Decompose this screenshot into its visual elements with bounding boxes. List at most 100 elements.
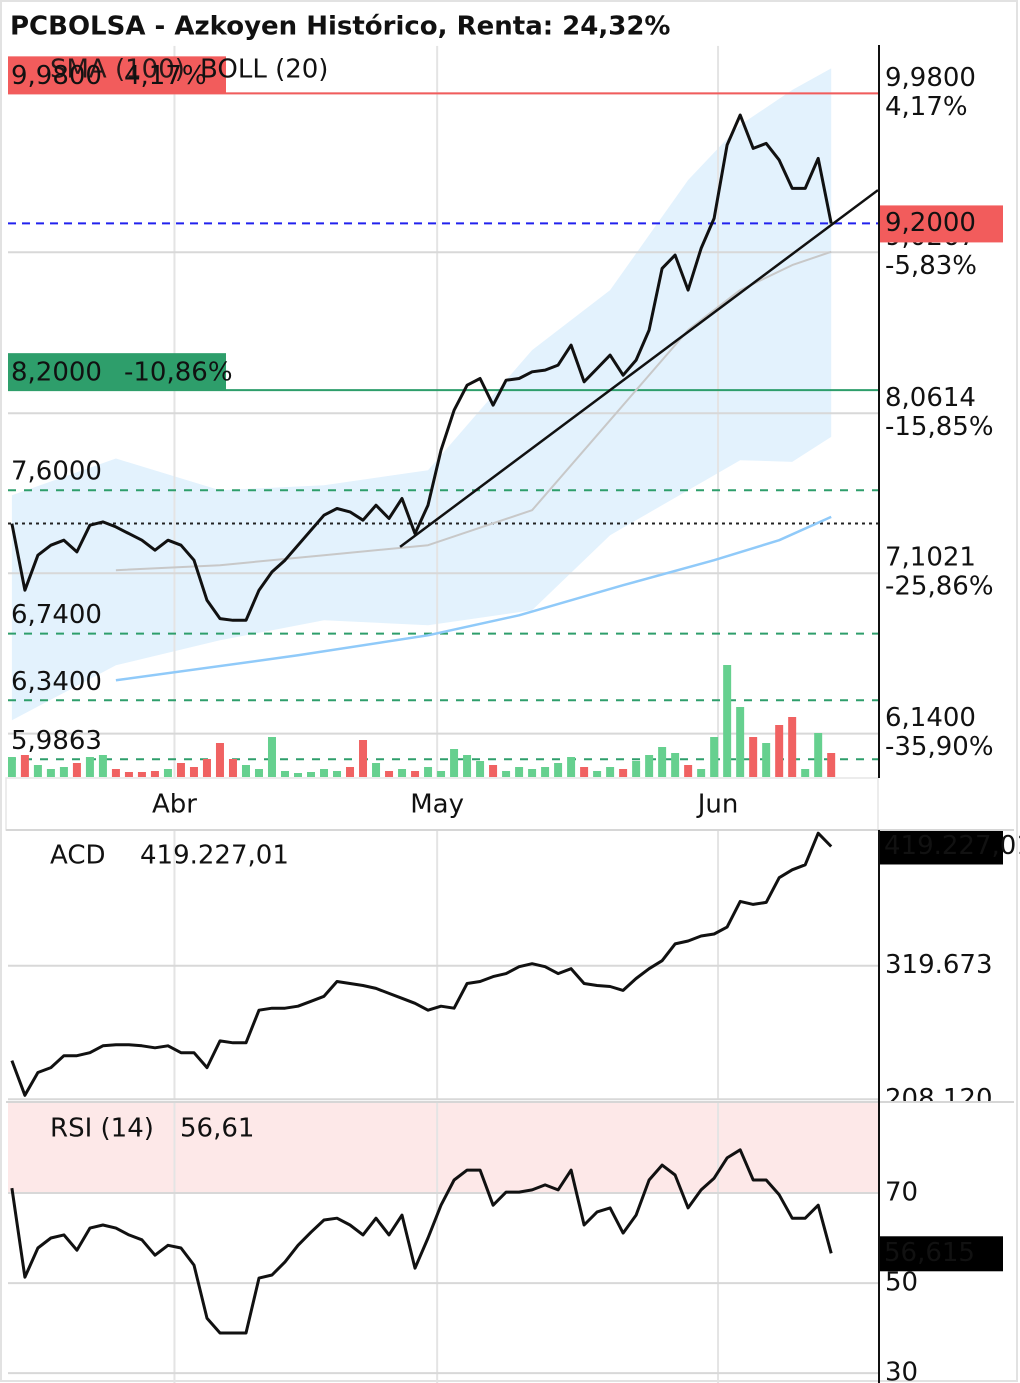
volume-bar — [411, 771, 420, 777]
volume-bar — [228, 759, 237, 777]
y-tick-label: 208.120 — [885, 1084, 993, 1114]
chart-title: PCBOLSA - Azkoyen Histórico, Renta: 24,3… — [10, 12, 670, 42]
volume-bar — [489, 765, 498, 777]
volume-bar — [320, 769, 329, 777]
level-label: 5,9863 — [11, 726, 102, 756]
value-tag-box — [880, 830, 1003, 865]
volume-bar — [606, 767, 615, 777]
volume-bar — [59, 767, 68, 777]
volume-bar — [85, 757, 94, 777]
boll-middle-line — [115, 250, 832, 572]
volume-bar — [814, 733, 823, 777]
price-line — [10, 113, 833, 622]
value-tag-label: 419.227,01 — [884, 831, 1020, 861]
volume-bar — [580, 767, 589, 777]
overbought-band — [8, 1103, 878, 1194]
volume-bar — [307, 772, 316, 777]
volume-bar — [124, 772, 133, 777]
volume-bar — [697, 769, 706, 777]
y-tick-label: 319.673 — [885, 950, 993, 980]
x-axis: Abr May Jun — [152, 790, 738, 820]
volume-bar — [671, 753, 680, 777]
volume-bar — [333, 771, 342, 777]
volume-bar — [46, 769, 55, 777]
volume-bar — [424, 767, 433, 777]
volume-bar — [280, 771, 289, 777]
level-label: 9,9800 — [11, 61, 102, 91]
volume-bar — [567, 757, 576, 777]
level-label: 6,7400 — [11, 600, 102, 630]
y-tick-change: -5,83% — [885, 251, 977, 281]
last-price-label: 9,2000 — [885, 208, 976, 238]
level-label: 8,2000 — [11, 358, 102, 388]
indicator-name: ACD — [50, 841, 106, 871]
volume-bar — [359, 740, 368, 777]
trend-line — [399, 189, 878, 548]
volume-bar — [72, 763, 81, 777]
volume-bar — [645, 755, 654, 777]
value-tag-label: 56,615 — [884, 1238, 975, 1268]
y-tick-change: -25,86% — [885, 572, 994, 602]
volume-bar — [372, 763, 381, 777]
level-change: 4,17% — [124, 61, 207, 91]
rsi-plot — [8, 1103, 878, 1383]
x-tick-label: Jun — [696, 790, 739, 820]
volume-bar — [736, 707, 745, 777]
volume-bar — [150, 771, 159, 777]
sma-line — [115, 515, 832, 682]
volume-bar — [749, 737, 758, 777]
volume-bar — [241, 765, 250, 777]
volume-bar — [515, 767, 524, 777]
bollinger-band — [11, 68, 832, 721]
level-change: -10,86% — [124, 358, 233, 388]
title-bg — [8, 6, 878, 46]
legend-item: BOLL (20) — [200, 55, 328, 85]
volume-bar — [176, 763, 185, 777]
indicator-line — [10, 831, 833, 1097]
volume-bar — [437, 771, 446, 777]
volume-bar — [684, 765, 693, 777]
volume-bar — [20, 755, 29, 777]
y-tick-label: 6,1400 — [885, 703, 976, 733]
acd-plot — [8, 830, 878, 1101]
y-tick-change: -15,85% — [885, 412, 994, 442]
volume-bar — [788, 717, 797, 777]
rsi-overlay: RSI (14) 56,61 70 50 30 56,615 — [50, 1114, 1003, 1383]
volume-bar — [254, 769, 263, 777]
volume-bar — [346, 767, 355, 777]
last-price-box — [880, 205, 1003, 243]
x-axis-area — [5, 777, 879, 831]
volume-bar — [801, 769, 810, 777]
volume-bar — [137, 772, 146, 777]
volume-bar — [98, 755, 107, 777]
volume-bar — [385, 771, 394, 777]
volume-bar — [267, 737, 276, 777]
level-label-box — [8, 56, 226, 94]
volume-bar — [723, 665, 732, 777]
price-plot — [8, 45, 878, 777]
volume-bar — [593, 771, 602, 777]
volume-bar — [710, 737, 719, 777]
volume-bar — [502, 771, 511, 777]
volume-bar — [476, 761, 485, 777]
volume-bar — [398, 769, 407, 777]
volume-bar — [619, 769, 628, 777]
volume-bar — [450, 749, 459, 777]
volume-bar — [632, 761, 641, 777]
value-tag-box — [880, 1236, 1003, 1272]
volume-bar — [528, 769, 537, 777]
x-tick-label: Abr — [152, 790, 197, 820]
price-overlay: 9,9800 4,17%8,2000 -10,86%7,60006,74006,34… — [8, 6, 1003, 762]
volume-bar — [658, 747, 667, 777]
volume-bar — [215, 743, 224, 777]
volume-bar — [189, 767, 198, 777]
volume-bar — [554, 763, 563, 777]
acd-overlay: ACD 419.227,01 319.673 208.120 419.227,01 — [50, 830, 1020, 1114]
y-tick-label: 9,9800 — [885, 63, 976, 93]
y-tick-label: 8,0614 — [885, 383, 976, 413]
y-tick-change: 4,17% — [885, 92, 968, 122]
volume-bar — [775, 725, 784, 777]
volume-bar — [33, 765, 42, 777]
volume-bar — [8, 757, 16, 777]
level-label-box — [8, 353, 226, 391]
